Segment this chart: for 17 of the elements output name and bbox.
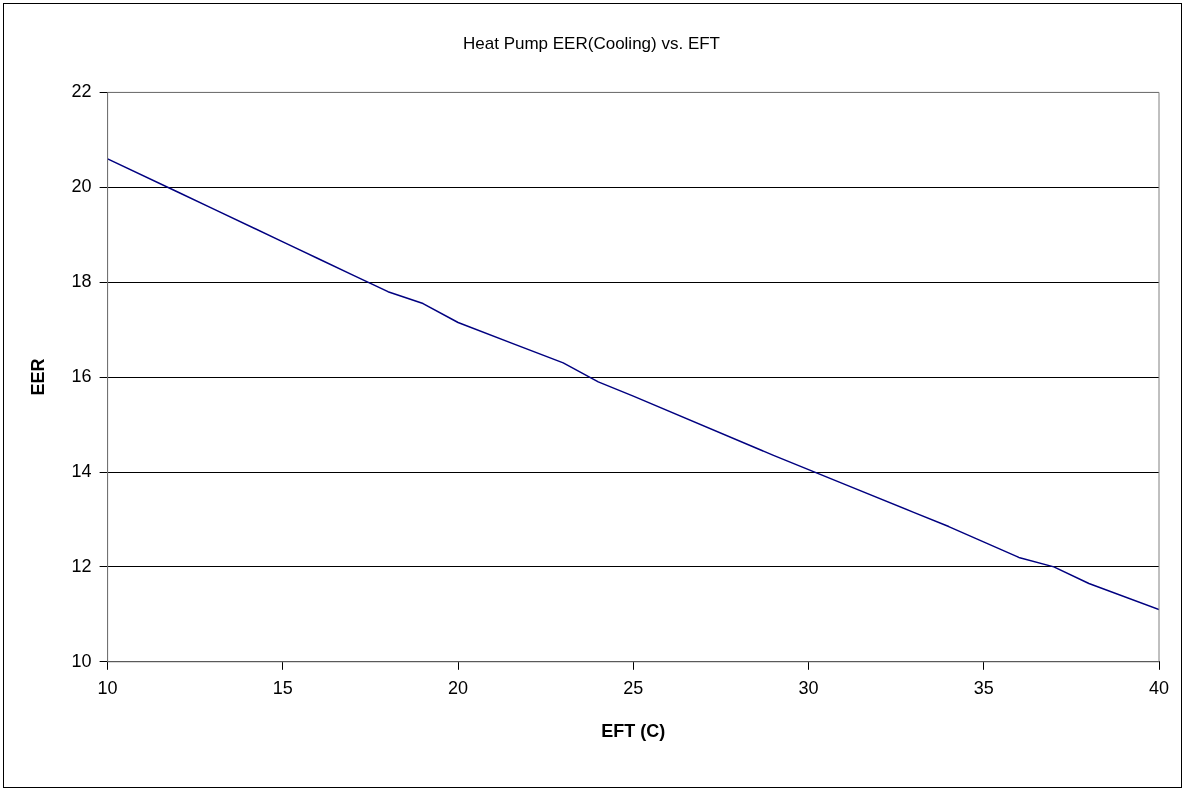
y-tick-label: 22 — [71, 81, 92, 102]
y-tick-label: 10 — [71, 650, 92, 671]
x-tick-label: 15 — [272, 677, 293, 698]
y-axis-title: EER — [27, 358, 48, 396]
x-tick-label: 40 — [1148, 677, 1170, 698]
x-tick-label: 30 — [798, 677, 819, 698]
x-tick-label: 35 — [973, 677, 994, 698]
x-tick-label: 10 — [97, 677, 118, 698]
y-tick-label: 12 — [71, 555, 92, 576]
y-tick-label: 16 — [71, 366, 92, 387]
x-tick-label: 20 — [448, 677, 469, 698]
y-tick-label: 20 — [71, 176, 92, 197]
chart-title: Heat Pump EER(Cooling) vs. EFT — [463, 33, 720, 53]
x-axis-title: EFT (C) — [601, 721, 666, 742]
x-tick-label: 25 — [623, 677, 644, 698]
y-tick-label: 18 — [71, 271, 92, 292]
y-tick-label: 14 — [71, 460, 92, 481]
